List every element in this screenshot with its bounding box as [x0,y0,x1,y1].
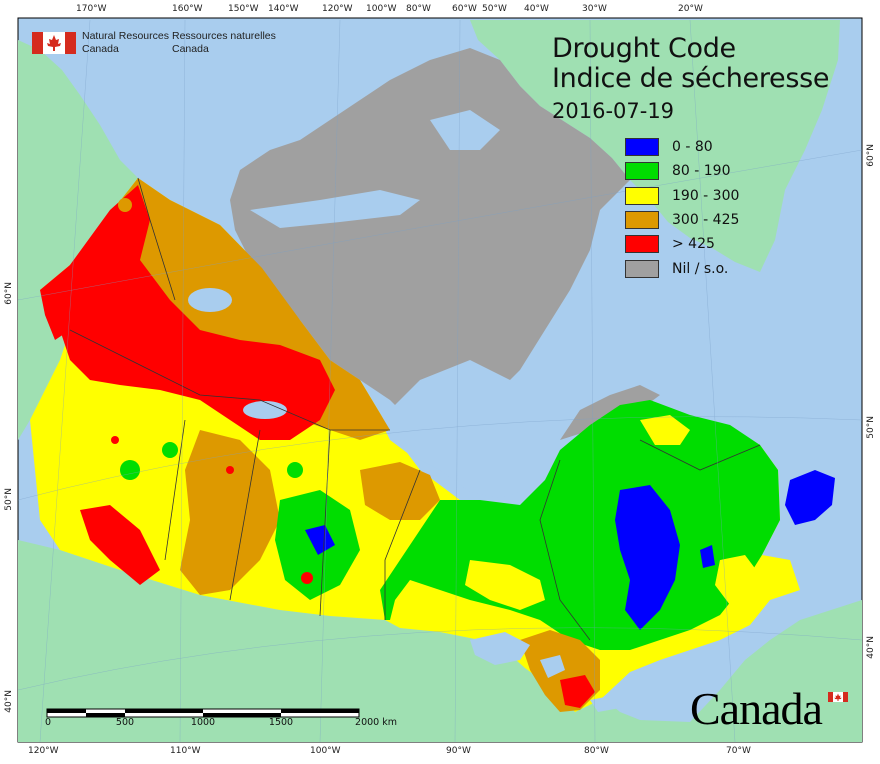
map-title: Drought Code Indice de sécheresse 2016-0… [552,33,830,126]
great-lakes [540,655,565,678]
tick-label-bottom: 70°W [726,746,751,756]
legend-item: Nil / s.o. [625,256,739,280]
legend-label: 190 - 300 [672,187,740,204]
dc-300-425-prairies [180,430,280,595]
tick-label-top: 160°W [172,4,203,14]
nrcan-french-line1: Ressources naturelles [172,30,276,42]
dc-0-80-newfoundland [785,470,835,525]
dc-190-300-ontario [465,560,545,610]
tick-label-top: 50°W [482,4,507,14]
tick-label-bottom: 100°W [310,746,341,756]
tick-label-top: 140°W [268,4,299,14]
dc-80-190-spot [120,460,140,480]
alaska-landmass [18,40,138,300]
tick-label-top: 30°W [582,4,607,14]
scale-label: 2000 km [355,717,397,728]
tick-label-left: 40°N [4,690,14,713]
great-slave-lake [188,288,232,312]
dc-over-425-south-ontario [560,675,595,708]
canada-wordmark: Canada [690,683,823,734]
great-lakes [590,695,620,712]
province-borders [69,177,761,641]
dc-0-80-quebec [615,485,680,630]
dc-80-190-spot [162,442,178,458]
scale-label: 0 [44,717,52,728]
tick-label-bottom: 120°W [28,746,59,756]
legend: 0 - 80 80 - 190 190 - 300 300 - 425 > 425 Nil… [625,135,739,281]
dc-0-80-manitoba [305,525,335,555]
tick-label-left: 50°N [4,488,14,511]
dc-190-300-maritimes [715,555,760,605]
legend-item: 190 - 300 [625,184,739,208]
dc-80-190-maritimes [700,535,740,560]
tick-label-left: 60°N [4,282,14,305]
nrcan-english-line2: Canada [82,43,119,55]
legend-item: 0 - 80 [625,135,739,159]
tick-label-bottom: 90°W [446,746,471,756]
dc-over-425-spot [118,198,132,212]
legend-label: 0 - 80 [672,139,713,156]
legend-swatch [625,162,659,181]
scale-label: 1000 [190,717,216,728]
legend-swatch [625,259,659,278]
arctic-islands [230,48,630,432]
great-lakes [470,632,530,665]
tick-label-top: 120°W [322,4,353,14]
legend-label: 300 - 425 [672,212,740,229]
tick-label-top: 60°W [452,4,477,14]
nrcan-french: Ressources naturelles Canada [172,30,276,56]
legend-swatch [625,138,659,157]
legend-label: 80 - 190 [672,163,731,180]
usa-landmass [18,540,862,742]
title-french: Indice de sécheresse [552,63,830,94]
graticule [17,19,863,743]
scale-bar: 0 500 1000 1500 2000 km [45,705,397,728]
hudson-bay [380,360,560,498]
legend-label: Nil / s.o. [672,260,729,277]
tick-label-top: 20°W [678,4,703,14]
dc-190-300-labrador [640,415,690,445]
legend-item: 80 - 190 [625,159,739,183]
legend-item: 300 - 425 [625,208,739,232]
tick-label-right: 60°N [866,144,876,167]
legend-swatch [625,211,659,230]
tick-label-top: 40°W [524,4,549,14]
nrcan-english: Natural Resources Canada [82,30,169,56]
wordmark-flag-icon [828,692,848,702]
legend-swatch [625,235,659,254]
title-english: Drought Code [552,33,736,64]
tick-label-top: 100°W [366,4,397,14]
scale-label: 500 [115,717,135,728]
scale-bar-graphic [46,708,360,718]
legend-item: > 425 [625,232,739,256]
tick-label-bottom: 80°W [584,746,609,756]
dc-0-80-nb [700,545,715,568]
dc-over-425-yukon [40,265,80,340]
canada-flag-icon [32,32,76,54]
tick-label-top: 150°W [228,4,259,14]
dc-300-425-saskatchewan [360,462,440,520]
great-bear-lake [243,401,287,419]
tick-label-right: 50°N [866,416,876,439]
dc-over-425-bc [80,505,160,585]
arctic-channel [430,110,500,150]
legend-swatch [625,186,659,205]
tick-label-top: 80°W [406,4,431,14]
dc-over-425-northwest [55,185,335,440]
tick-label-right: 40°N [866,636,876,659]
dc-over-425-spot [111,436,119,444]
nrcan-french-line2: Canada [172,43,209,55]
dc-over-425-spot [301,572,313,584]
arctic-channel [250,190,420,228]
legend-label: > 425 [672,236,715,253]
nrcan-english-line1: Natural Resources [82,30,169,42]
dc-80-190-spot [287,462,303,478]
tick-label-bottom: 110°W [170,746,201,756]
title-date: 2016-07-19 [552,99,675,123]
tick-label-top: 170°W [76,4,107,14]
dc-over-425-spot [226,466,234,474]
scale-label: 1500 [268,717,294,728]
